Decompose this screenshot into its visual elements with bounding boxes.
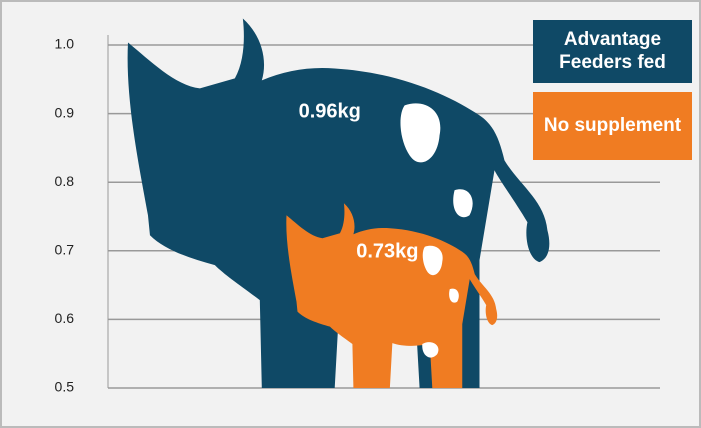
- legend: Advantage Feeders fed No supplement: [533, 20, 692, 160]
- y-tick-label: 0.8: [55, 173, 75, 189]
- data-label: 0.96kg: [299, 101, 361, 123]
- y-tick-label: 1.0: [55, 36, 75, 52]
- legend-swatch: [533, 92, 692, 160]
- y-tick-label: 0.6: [55, 310, 75, 326]
- legend-entry: Advantage Feeders fed: [559, 28, 666, 73]
- y-tick-label: 0.9: [55, 104, 75, 120]
- y-tick-label: 0.7: [55, 242, 75, 258]
- marks: 0.96kg 0.73kg: [127, 18, 550, 388]
- cow-silhouette: [286, 203, 498, 388]
- data-label: 0.73kg: [356, 241, 418, 263]
- legend-label: No supplement: [543, 114, 682, 136]
- y-tick-label: 0.5: [55, 379, 75, 395]
- legend-swatch: [533, 20, 692, 83]
- legend-entry: No supplement: [543, 114, 682, 136]
- legend-label: Advantage Feeders fed: [559, 28, 666, 73]
- cow: [286, 203, 498, 388]
- cow-spot: [422, 245, 459, 358]
- cow-spot: [399, 103, 473, 328]
